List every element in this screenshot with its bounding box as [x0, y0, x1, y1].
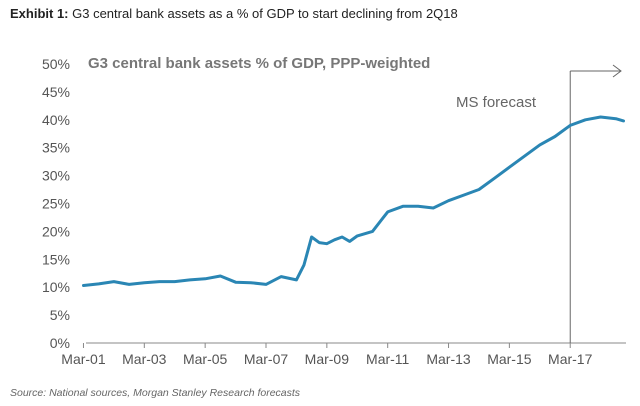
x-tick-label: Mar-05 — [183, 351, 228, 367]
x-tick-label: Mar-17 — [548, 351, 593, 367]
x-tick-label: Mar-15 — [487, 351, 532, 367]
forecast-arrow-head — [612, 64, 622, 78]
forecast-annotation: MS forecast — [456, 94, 537, 111]
y-tick-label: 0% — [50, 335, 70, 351]
y-tick-label: 20% — [42, 223, 70, 239]
chart-title: G3 central bank assets % of GDP, PPP-wei… — [88, 55, 430, 72]
x-tick-label: Mar-13 — [426, 351, 471, 367]
x-axis-labels: Mar-01 Mar-03 Mar-05 Mar-07 Mar-09 Mar-11 Mar-… — [61, 351, 592, 367]
y-tick-label: 5% — [50, 307, 70, 323]
y-tick-label: 30% — [42, 168, 70, 184]
exhibit-caption: Exhibit 1: G3 central bank assets as a %… — [10, 6, 458, 21]
y-tick-label: 45% — [42, 84, 70, 100]
exhibit-label: Exhibit 1: — [10, 6, 69, 21]
y-tick-label: 50% — [42, 56, 70, 72]
x-tick-label: Mar-01 — [61, 351, 106, 367]
x-tick-label: Mar-11 — [366, 351, 410, 367]
source-note: Source: National sources, Morgan Stanley… — [10, 387, 301, 399]
y-axis-labels: 0% 5% 10% 15% 20% 25% 30% 35% 40% 45% 50% — [42, 56, 70, 351]
y-tick-label: 15% — [42, 251, 70, 267]
y-tick-label: 35% — [42, 140, 70, 156]
series-line — [82, 115, 625, 287]
exhibit-text: G3 central bank assets as a % of GDP to … — [68, 6, 458, 21]
x-tick-label: Mar-07 — [244, 351, 289, 367]
x-axis-ticks — [82, 343, 571, 348]
y-tick-label: 10% — [42, 279, 70, 295]
x-tick-label: Mar-03 — [122, 351, 167, 367]
x-tick-label: Mar-09 — [305, 351, 350, 367]
y-tick-label: 25% — [42, 196, 70, 212]
y-tick-label: 40% — [42, 112, 70, 128]
